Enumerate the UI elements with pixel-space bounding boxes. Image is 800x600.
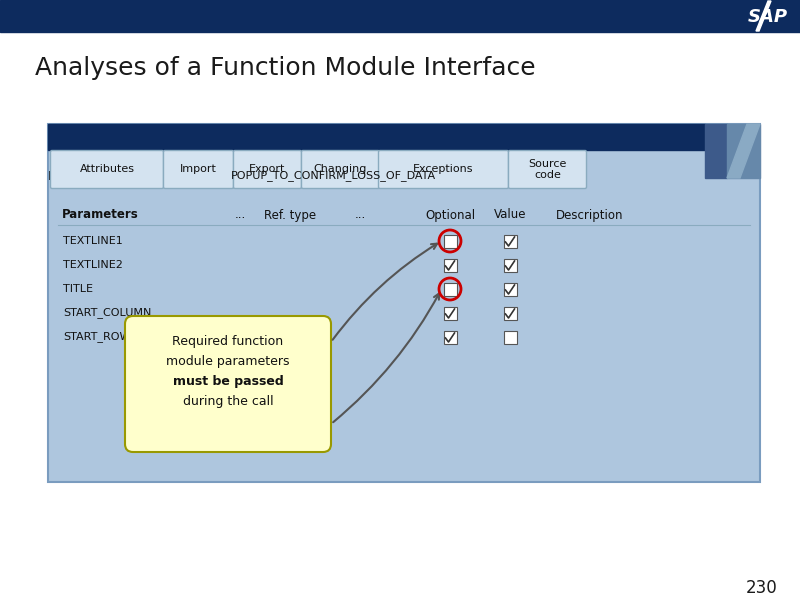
Bar: [48, 124, 705, 150]
Bar: [503, 331, 517, 343]
Text: Export: Export: [250, 164, 286, 175]
Polygon shape: [756, 1, 771, 31]
Bar: [443, 235, 457, 247]
Bar: [503, 283, 517, 295]
FancyBboxPatch shape: [302, 151, 379, 188]
Text: Attributes: Attributes: [79, 164, 134, 175]
FancyBboxPatch shape: [125, 316, 331, 452]
Text: TEXTLINE2: TEXTLINE2: [63, 260, 123, 270]
Bar: [48, 124, 760, 482]
FancyBboxPatch shape: [234, 151, 302, 188]
Text: TEXTLINE1: TEXTLINE1: [63, 236, 122, 246]
Text: Exceptions: Exceptions: [414, 164, 474, 175]
Text: Description: Description: [556, 208, 624, 221]
Text: Ref. type: Ref. type: [264, 208, 316, 221]
Text: START_COLUMN: START_COLUMN: [63, 308, 151, 319]
Text: ...: ...: [354, 208, 366, 221]
Text: Parameters: Parameters: [62, 208, 138, 221]
Text: 230: 230: [746, 579, 778, 597]
Bar: [705, 124, 727, 178]
Bar: [503, 259, 517, 271]
Polygon shape: [727, 124, 760, 178]
Bar: [443, 283, 457, 295]
Text: module parameters: module parameters: [166, 355, 290, 368]
Text: ...: ...: [234, 208, 246, 221]
Text: SAP: SAP: [748, 8, 788, 26]
Text: START_ROW: START_ROW: [63, 332, 130, 343]
Text: Import: Import: [180, 164, 217, 175]
Bar: [0, 0, 800, 32]
Bar: [443, 259, 457, 271]
Bar: [223, 165, 443, 187]
Bar: [443, 307, 457, 319]
Text: Function Module: Function Module: [48, 169, 164, 182]
FancyBboxPatch shape: [163, 151, 234, 188]
FancyBboxPatch shape: [378, 151, 509, 188]
Text: TITLE: TITLE: [63, 284, 93, 294]
Bar: [503, 235, 517, 247]
Text: Optional: Optional: [425, 208, 475, 221]
Text: Changing: Changing: [314, 164, 367, 175]
Bar: [503, 307, 517, 319]
Bar: [727, 124, 760, 178]
FancyBboxPatch shape: [50, 151, 163, 188]
Text: Value: Value: [494, 208, 526, 221]
Text: POPUP_TO_CONFIRM_LOSS_OF_DATA: POPUP_TO_CONFIRM_LOSS_OF_DATA: [230, 170, 435, 181]
Text: Source
code: Source code: [528, 158, 566, 180]
Text: Required function: Required function: [173, 335, 283, 349]
Text: Analyses of a Function Module Interface: Analyses of a Function Module Interface: [35, 56, 536, 80]
Text: during the call: during the call: [182, 395, 274, 409]
FancyBboxPatch shape: [509, 151, 586, 188]
Bar: [443, 331, 457, 343]
Text: must be passed: must be passed: [173, 376, 283, 389]
